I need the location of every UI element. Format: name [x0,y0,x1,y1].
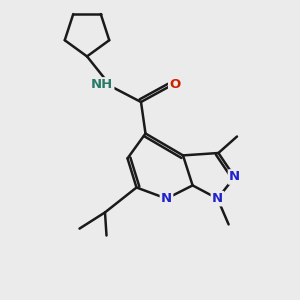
Text: N: N [161,192,172,205]
Text: N: N [212,192,223,205]
Text: NH: NH [91,78,113,92]
Text: O: O [169,78,181,92]
Text: N: N [229,170,240,184]
